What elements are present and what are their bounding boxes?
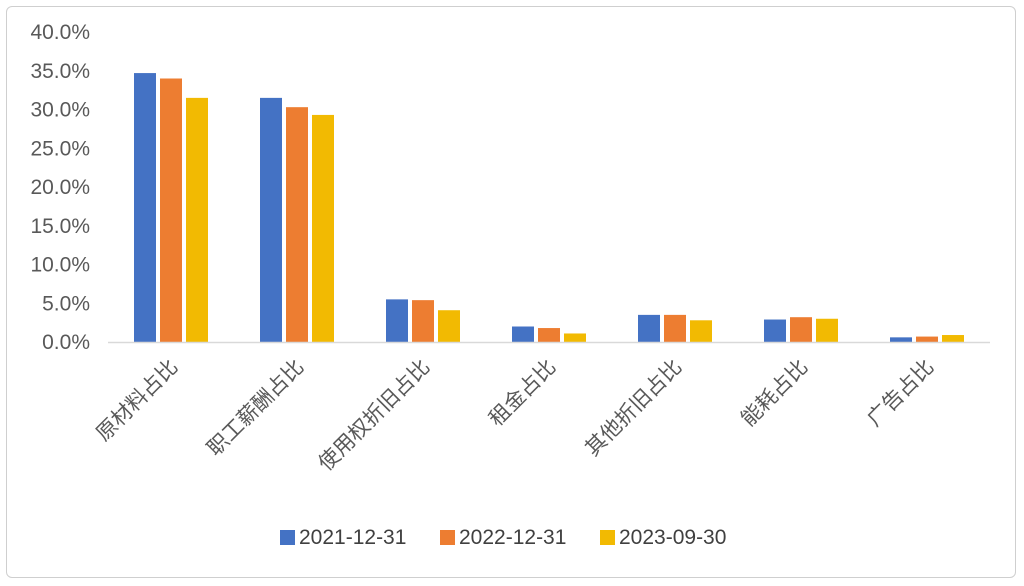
bar-2023-09-30 [438,310,460,342]
bar-2021-12-31 [512,326,534,342]
x-category-label: 原材料占比 [91,355,182,446]
legend-swatch [600,530,615,545]
legend: 2021-12-31 2022-12-31 2023-09-30 [280,526,726,549]
bar-2022-12-31 [790,317,812,342]
bar-2021-12-31 [134,73,156,342]
y-tick-label: 35.0% [30,60,90,83]
x-category-label: 其他折旧占比 [580,355,686,461]
x-category-label: 使用权折旧占比 [314,355,435,476]
legend-label: 2023-09-30 [619,526,726,549]
y-tick-label: 30.0% [30,99,90,122]
bar-2023-09-30 [942,335,964,342]
bar-2021-12-31 [260,97,282,342]
bars [134,73,964,342]
x-category-label: 能耗占比 [736,355,812,431]
bar-2021-12-31 [890,337,912,342]
bar-2021-12-31 [386,299,408,342]
y-tick-label: 15.0% [30,215,90,238]
bar-2023-09-30 [690,320,712,342]
y-axis: 0.0% 5.0% 10.0% 15.0% 20.0% 25.0% 30.0% 35.0% 40… [30,21,90,354]
legend-swatch [280,530,295,545]
y-tick-label: 20.0% [30,176,90,199]
x-axis: 原材料占比 职工薪酬占比 使用权折旧占比 租金占比 其他折旧占比 能耗占比 广告占比 [91,355,938,476]
bar-2021-12-31 [764,319,786,342]
legend-swatch [440,530,455,545]
y-tick-label: 0.0% [42,331,90,354]
bar-2023-09-30 [186,97,208,342]
bar-2022-12-31 [286,107,308,342]
x-category-label: 租金占比 [484,355,560,431]
x-category-label: 广告占比 [862,355,938,431]
legend-label: 2021-12-31 [299,526,406,549]
bar-2023-09-30 [312,114,334,342]
bar-2022-12-31 [160,78,182,342]
bar-2022-12-31 [664,314,686,342]
y-tick-label: 25.0% [30,137,90,160]
y-tick-label: 5.0% [42,292,90,315]
legend-label: 2022-12-31 [459,526,566,549]
y-tick-label: 10.0% [30,254,90,277]
bar-2023-09-30 [816,318,838,342]
x-category-label: 职工薪酬占比 [202,355,308,461]
bar-2023-09-30 [564,333,586,342]
y-tick-label: 40.0% [30,21,90,44]
bar-2021-12-31 [638,314,660,342]
bar-2022-12-31 [538,328,560,342]
bar-2022-12-31 [412,300,434,342]
bar-2022-12-31 [916,336,938,342]
